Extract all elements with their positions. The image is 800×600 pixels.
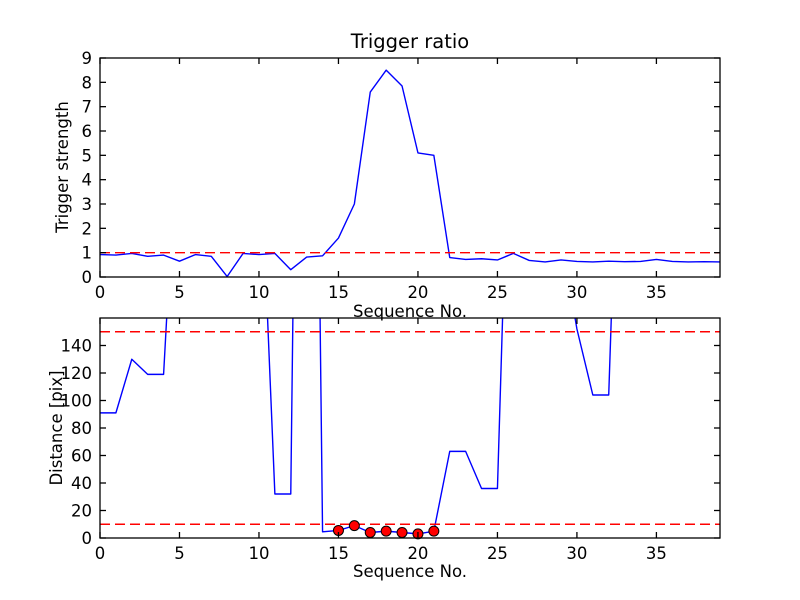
distance-line xyxy=(100,318,612,535)
x-tick-label: 15 xyxy=(328,544,349,563)
axes-border xyxy=(99,317,721,539)
y-tick-label: 120 xyxy=(61,364,93,383)
x-tick-label: 5 xyxy=(174,283,185,302)
top-plot-ylabel: Trigger strength xyxy=(53,101,72,234)
top-plot-title: Trigger ratio xyxy=(350,30,469,53)
top-plot: 0 5 10 15 20 25 30 35 0 1 2 3 4 5 6 7 8 9 xyxy=(82,49,721,302)
y-tick-label: 3 xyxy=(82,195,93,214)
x-tick-label: 30 xyxy=(566,283,587,302)
y-tick-label: 40 xyxy=(71,474,92,493)
x-tick-label: 20 xyxy=(407,283,428,302)
y-tick-label: 100 xyxy=(61,392,93,411)
y-tick-label: 2 xyxy=(82,219,93,238)
x-tick-label: 20 xyxy=(407,544,428,563)
y-tick-label: 80 xyxy=(71,419,92,438)
y-tick-label: 1 xyxy=(82,244,93,263)
y-tick-label: 60 xyxy=(71,447,92,466)
x-tick-label: 0 xyxy=(95,544,106,563)
y-tick-label: 0 xyxy=(82,529,93,548)
close-distance-points-marker xyxy=(380,525,392,537)
bottom-plot-xlabel: Sequence No. xyxy=(353,562,467,581)
axes-border xyxy=(99,57,721,278)
x-tick-label: 15 xyxy=(328,283,349,302)
close-distance-points-marker xyxy=(364,527,376,538)
top-plot-xlabel: Sequence No. xyxy=(353,302,467,321)
x-tick-label: 30 xyxy=(566,544,587,563)
trigger-strength-line xyxy=(100,69,720,277)
x-tick-label: 0 xyxy=(95,283,106,302)
y-tick-label: 7 xyxy=(82,98,93,117)
bottom-plot-ylabel: Distance [pix] xyxy=(47,370,66,485)
y-tick-label: 20 xyxy=(71,502,92,521)
bottom-plot: 0 5 10 15 20 25 30 35 0 20 40 60 80 100 120 140 xyxy=(61,317,721,563)
y-tick-label: 140 xyxy=(61,337,93,356)
y-tick-label: 0 xyxy=(82,268,93,287)
close-distance-points-marker xyxy=(396,527,408,538)
x-tick-label: 5 xyxy=(174,544,185,563)
y-tick-label: 8 xyxy=(82,73,93,92)
y-tick-label: 5 xyxy=(82,146,93,165)
x-tick-label: 25 xyxy=(487,283,508,302)
y-tick-label: 9 xyxy=(82,49,93,68)
close-distance-points-marker xyxy=(348,520,360,532)
x-tick-label: 25 xyxy=(487,544,508,563)
y-tick-label: 4 xyxy=(82,171,93,190)
x-tick-label: 35 xyxy=(646,544,667,563)
x-tick-label: 10 xyxy=(248,283,269,302)
y-tick-label: 6 xyxy=(82,122,93,141)
x-tick-label: 10 xyxy=(248,544,269,563)
close-distance-points-marker xyxy=(428,525,440,537)
x-tick-label: 35 xyxy=(646,283,667,302)
